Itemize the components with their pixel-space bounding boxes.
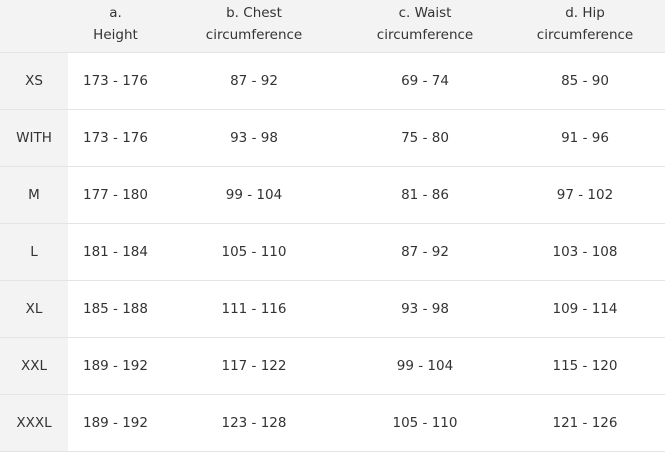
cell-text: 105 - 110 — [392, 415, 458, 431]
header-text: b. Chest — [226, 5, 282, 21]
cell-text: 173 - 176 — [83, 73, 148, 89]
measure-cell: 103 - 108 — [505, 224, 665, 281]
cell-text: 75 - 80 — [401, 130, 449, 146]
cell-text: 87 - 92 — [230, 73, 278, 89]
measure-cell: 123 - 128 — [163, 395, 345, 452]
header-text: d. Hip — [565, 5, 605, 21]
cell-text: 99 - 104 — [225, 187, 283, 203]
measure-cell: 105 - 110 — [345, 395, 505, 452]
measure-cell: 121 - 126 — [505, 395, 665, 452]
header-cell: b. Chest circumference — [163, 0, 345, 53]
cell-text: 189 - 192 — [83, 415, 148, 431]
cell-text: 81 - 86 — [401, 187, 449, 203]
measure-cell: 69 - 74 — [345, 53, 505, 110]
measure-cell: 177 - 180 — [68, 167, 163, 224]
cell-text: 105 - 110 — [221, 244, 287, 260]
measure-cell: 105 - 110 — [163, 224, 345, 281]
cell-text: 111 - 116 — [221, 301, 287, 317]
cell-text: 121 - 126 — [552, 415, 618, 431]
header-cell: a. Height — [68, 0, 163, 53]
size-label: XXXL — [0, 395, 68, 452]
cell-text: 189 - 192 — [83, 358, 148, 374]
cell-text: XXL — [20, 358, 48, 374]
size-label: XXL — [0, 338, 68, 395]
header-text: c. Waist — [398, 5, 452, 21]
cell-text: 117 - 122 — [221, 358, 287, 374]
cell-text: 185 - 188 — [83, 301, 148, 317]
measure-cell: 189 - 192 — [68, 395, 163, 452]
cell-text: XL — [25, 301, 43, 317]
header-text: circumference — [376, 27, 474, 43]
size-label: XL — [0, 281, 68, 338]
cell-text: 69 - 74 — [401, 73, 449, 89]
measure-cell: 87 - 92 — [345, 224, 505, 281]
header-text: Height — [93, 27, 138, 43]
measure-cell: 173 - 176 — [68, 110, 163, 167]
measure-cell: 99 - 104 — [163, 167, 345, 224]
header-cell: c. Waist circumference — [345, 0, 505, 53]
measure-cell: 97 - 102 — [505, 167, 665, 224]
header-cell: d. Hip circumference — [505, 0, 665, 53]
cell-text: 173 - 176 — [83, 130, 148, 146]
measure-cell: 87 - 92 — [163, 53, 345, 110]
measure-cell: 91 - 96 — [505, 110, 665, 167]
measure-cell: 109 - 114 — [505, 281, 665, 338]
size-label: L — [0, 224, 68, 281]
measure-cell: 93 - 98 — [345, 281, 505, 338]
cell-text: M — [28, 187, 40, 203]
measure-cell: 173 - 176 — [68, 53, 163, 110]
cell-text: 103 - 108 — [552, 244, 618, 260]
measure-cell: 117 - 122 — [163, 338, 345, 395]
cell-text: 115 - 120 — [552, 358, 618, 374]
measure-cell: 189 - 192 — [68, 338, 163, 395]
measure-cell: 81 - 86 — [345, 167, 505, 224]
cell-text: 91 - 96 — [561, 130, 609, 146]
cell-text: 177 - 180 — [83, 187, 148, 203]
measure-cell: 85 - 90 — [505, 53, 665, 110]
size-label: M — [0, 167, 68, 224]
measure-cell: 75 - 80 — [345, 110, 505, 167]
cell-text: 181 - 184 — [83, 244, 148, 260]
measure-cell: 99 - 104 — [345, 338, 505, 395]
cell-text: WITH — [16, 130, 52, 146]
cell-text: L — [30, 244, 38, 260]
cell-text: 85 - 90 — [561, 73, 609, 89]
cell-text: XXXL — [16, 415, 52, 431]
size-label: WITH — [0, 110, 68, 167]
cell-text: 123 - 128 — [221, 415, 287, 431]
size-label: XS — [0, 53, 68, 110]
measure-cell: 185 - 188 — [68, 281, 163, 338]
measure-cell: 111 - 116 — [163, 281, 345, 338]
measure-cell: 115 - 120 — [505, 338, 665, 395]
header-text: a. — [109, 5, 122, 21]
header-text: circumference — [536, 27, 634, 43]
cell-text: 87 - 92 — [401, 244, 449, 260]
header-cell — [0, 0, 68, 53]
measure-cell: 181 - 184 — [68, 224, 163, 281]
header-text: circumference — [205, 27, 303, 43]
measure-cell: 93 - 98 — [163, 110, 345, 167]
cell-text: 99 - 104 — [396, 358, 454, 374]
cell-text: 93 - 98 — [401, 301, 449, 317]
cell-text: 93 - 98 — [230, 130, 278, 146]
cell-text: 97 - 102 — [556, 187, 614, 203]
cell-text: XS — [25, 73, 43, 89]
cell-text: 109 - 114 — [552, 301, 618, 317]
